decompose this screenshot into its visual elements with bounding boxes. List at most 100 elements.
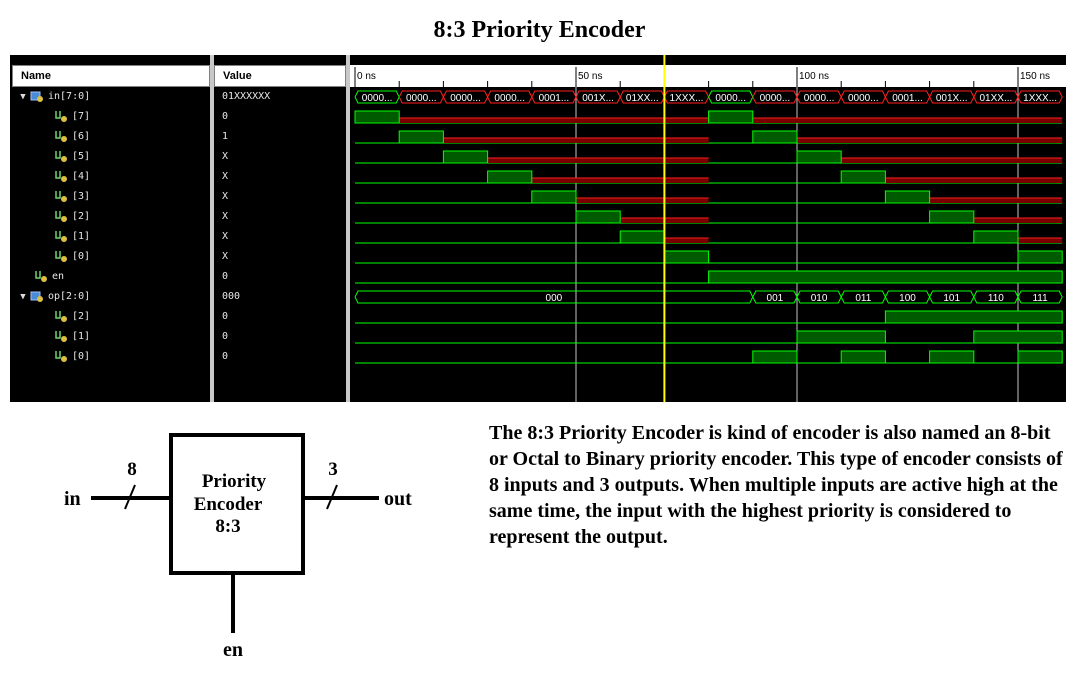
in-bus-value-label: 0000... [760, 93, 791, 104]
description-text: The 8:3 Priority Encoder is kind of enco… [489, 422, 1063, 548]
signal-name-label: in[7:0] [48, 91, 91, 102]
signal-row-name[interactable]: [4] [54, 167, 90, 187]
op-bus-value-label: 001 [767, 293, 784, 304]
in-bus-segment [973, 90, 1019, 104]
signal-value: X [222, 171, 229, 182]
en-high-pulse [708, 270, 1063, 284]
expand-triangle-icon[interactable]: ▼ [20, 92, 26, 102]
in-bus-value-label: 0000... [804, 93, 835, 104]
signal-row-name[interactable]: [2] [54, 307, 90, 327]
signal-name-label: [1] [72, 331, 91, 342]
in-bus-segment [619, 90, 665, 104]
in-bus-value-label: 0001... [892, 93, 923, 104]
bit-signal-icon [55, 311, 67, 322]
op-bus-value-label: 101 [943, 293, 960, 304]
in-bit-3-high-pulse [884, 190, 931, 204]
in-bit-6-high-pulse [398, 130, 444, 144]
signal-value: 000 [222, 291, 241, 302]
output-label: out [384, 488, 412, 510]
column-splitter[interactable] [210, 55, 214, 402]
in-bit-6-high-pulse [752, 130, 798, 144]
in-bit-1-high-pulse [973, 230, 1019, 244]
op-bus-segment [973, 290, 1019, 304]
block-label-line-3: 8:3 [215, 516, 240, 537]
signal-row-name[interactable]: ▼ op[2:0] [18, 287, 90, 307]
in-bus-value-label: 0000... [362, 93, 393, 104]
in-bit-5-x-fill [841, 158, 1063, 163]
value-column-header[interactable]: Value [214, 65, 346, 87]
name-column-header[interactable]: Name [12, 65, 210, 87]
in-bit-3-x-fill [929, 198, 1063, 203]
signal-row-name[interactable]: [3] [54, 187, 90, 207]
signal-name-label: [1] [72, 231, 91, 242]
encoder-block [169, 433, 305, 575]
signal-row-name[interactable]: [1] [54, 227, 90, 247]
op-bus-value-label: 000 [546, 293, 563, 304]
in-bus-segment [487, 90, 533, 104]
signal-value: X [222, 191, 229, 202]
in-bus-segment [531, 90, 577, 104]
signal-row-name[interactable]: [7] [54, 107, 90, 127]
in-bit-6-x-fill [443, 138, 709, 143]
in-bus-value-label: 0000... [406, 93, 437, 104]
signal-name-label: [5] [72, 151, 91, 162]
signal-value-column: Value 01XXXXXX 0 1 X X X X X X 0 000 0 0 0 [214, 55, 346, 402]
bit-signal-icon [55, 131, 67, 142]
op-bus-segment [1017, 290, 1063, 304]
in-bit-0-high-pulse [1017, 250, 1063, 264]
output-width-label: 3 [328, 459, 338, 480]
op-bit-0-high-pulse [1017, 350, 1063, 364]
bit-signal-icon [55, 331, 67, 342]
in-bus-value-label: 0001... [539, 93, 570, 104]
op-bus-value-label: 010 [811, 293, 828, 304]
signal-row-name[interactable]: [1] [54, 327, 90, 347]
waveform-area[interactable]: 0 ns 50 ns 100 ns 150 ns 0000... 0000... 0000.… [350, 55, 1066, 402]
in-bit-7-x-fill [399, 118, 709, 123]
in-bit-5-high-pulse [442, 150, 489, 164]
column-splitter[interactable] [346, 55, 350, 402]
in-bus-value-label: 0000... [494, 93, 525, 104]
in-bit-3-x-fill [576, 198, 709, 203]
signal-row-name[interactable]: en [34, 267, 64, 287]
signal-row-name[interactable]: ▼ in[7:0] [18, 87, 90, 107]
signal-row-name[interactable]: [0] [54, 247, 90, 267]
bit-signal-icon [55, 251, 67, 262]
signal-value: X [222, 231, 229, 242]
op-bus-segment [929, 290, 975, 304]
bit-signal-icon [55, 171, 67, 182]
op-bit-0-high-pulse [840, 350, 886, 364]
in-bit-2-high-pulse [575, 210, 621, 224]
signal-row-name[interactable]: [0] [54, 347, 90, 367]
signal-name-column: Name ▼ in[7:0] [7] [6] [5] [4] [3] [2] [1] [0] en ▼… [10, 55, 210, 402]
op-bit-0-high-pulse [752, 350, 798, 364]
signal-row-name[interactable]: [2] [54, 207, 90, 227]
in-bus-value-label: 01XX... [626, 93, 659, 104]
signal-row-name[interactable]: [5] [54, 147, 90, 167]
in-bit-7-high-pulse [708, 110, 754, 124]
bus-signal-icon [30, 291, 43, 302]
op-bus-value-label: 100 [899, 293, 916, 304]
time-label: 150 ns [1020, 71, 1050, 82]
time-label: 100 ns [799, 71, 829, 82]
signal-name-label: [0] [72, 351, 91, 362]
time-label: 0 ns [357, 71, 376, 82]
signal-row-name[interactable]: [6] [54, 127, 90, 147]
op-bus-value-label: 011 [855, 293, 871, 304]
bus-signal-icon [30, 91, 43, 102]
signal-value: X [222, 211, 229, 222]
op-bus-value-label: 111 [1032, 293, 1048, 304]
waveform-canvas[interactable]: 0 ns 50 ns 100 ns 150 ns 0000... 0000... 0000.… [350, 55, 1066, 402]
bit-signal-icon [55, 351, 67, 362]
in-bit-1-x-fill [1018, 238, 1063, 243]
in-bus-segment [575, 90, 621, 104]
op-bus-segment [840, 290, 886, 304]
op-bus-value-label: 110 [988, 293, 1004, 304]
in-bus-value-label: 0000... [848, 93, 879, 104]
input-width-label: 8 [127, 459, 137, 480]
in-bus-segment [708, 90, 754, 104]
signal-name-label: [7] [72, 111, 91, 122]
signal-name-label: op[2:0] [48, 291, 91, 302]
encoder-block-diagram: Priority Encoder 8:3 8 in 3 out en [55, 425, 455, 670]
op-bus-segment [752, 290, 798, 304]
expand-triangle-icon[interactable]: ▼ [20, 292, 26, 302]
